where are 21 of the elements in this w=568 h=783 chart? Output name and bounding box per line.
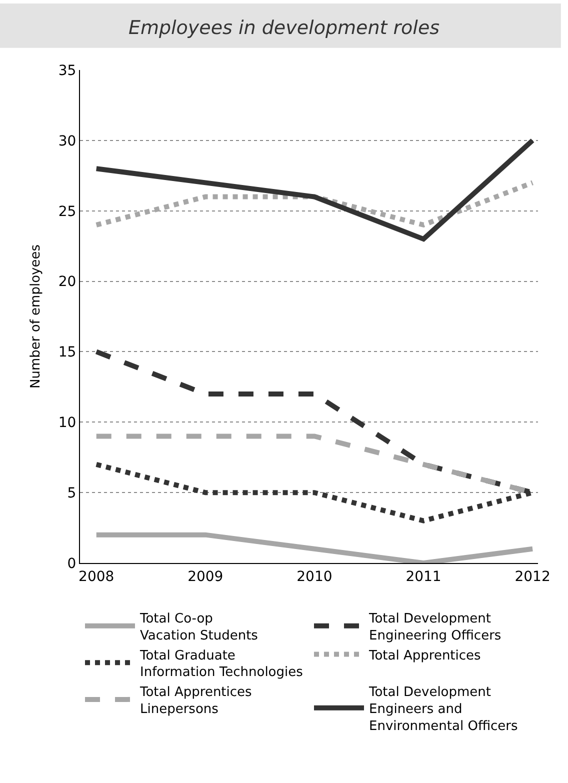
legend-label: Total Development Engineers and Environmental Officers (368, 685, 518, 734)
x-tick-label: 2012 (514, 568, 550, 585)
y-tick-label: 5 (67, 485, 76, 502)
chart-title: Employees in development roles (128, 17, 440, 40)
y-tick-label: 10 (58, 415, 76, 432)
x-tick-label: 2009 (188, 568, 224, 585)
x-tick-label: 2008 (78, 568, 114, 585)
y-axis-title: Number of employees (28, 244, 44, 388)
legend-label: Total Development Engineering Officers (368, 611, 502, 644)
y-tick-label: 20 (58, 274, 76, 290)
legend-label: Total Co-op Vacation Students (139, 611, 258, 644)
x-tick-label: 2011 (406, 568, 442, 585)
legend-label: Total Apprentices Linepersons (139, 685, 252, 717)
y-tick-label: 35 (58, 62, 76, 79)
y-tick-label: 0 (67, 556, 76, 572)
legend-label: Total Graduate Information Technologies (139, 648, 304, 680)
y-tick-label: 25 (58, 204, 76, 220)
y-tick-label: 15 (58, 344, 76, 361)
legend-label: Total Apprentices (368, 648, 482, 664)
y-tick-label: 30 (58, 133, 76, 150)
x-tick-label: 2010 (296, 568, 332, 585)
